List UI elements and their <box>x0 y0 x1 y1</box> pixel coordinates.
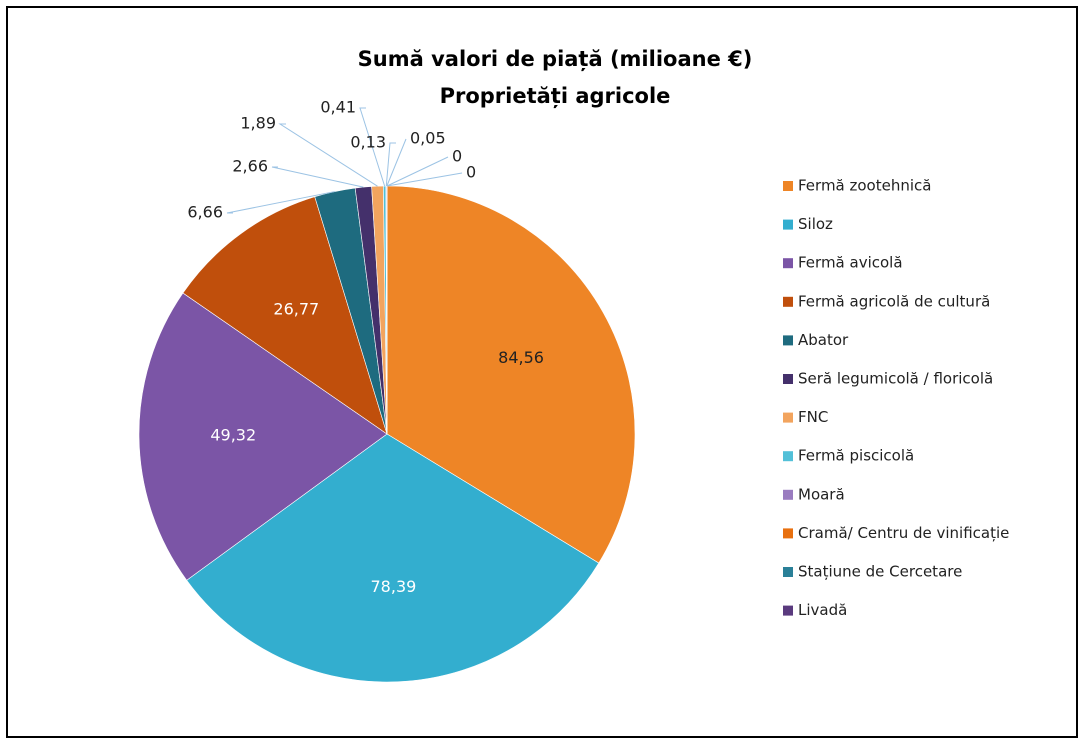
chart-title: Sumă valori de piață (milioane €) <box>358 47 753 72</box>
leader-line <box>226 191 335 214</box>
legend-swatch <box>783 451 793 462</box>
leader-line <box>271 166 364 188</box>
pie-slice <box>386 185 636 564</box>
legend-label: Siloz <box>798 215 833 233</box>
pie-slice <box>138 292 388 581</box>
data-label: 0,05 <box>410 129 446 148</box>
data-label: 84,56 <box>498 348 544 367</box>
legend-swatch <box>783 258 793 269</box>
chart-subtitle: Proprietăți agricole <box>440 84 671 109</box>
data-label: 78,39 <box>371 577 417 596</box>
legend-label: Fermă avicolă <box>798 254 903 272</box>
legend-label: Stațiune de Cercetare <box>798 563 962 581</box>
legend-label: Fermă zootehnică <box>798 177 931 195</box>
leader-line <box>278 123 378 187</box>
legend-label: Moară <box>798 485 845 503</box>
leader-line <box>359 107 386 187</box>
legend-label: FNC <box>798 408 828 426</box>
legend-swatch <box>783 219 793 230</box>
leader-line <box>386 138 407 187</box>
data-label: 2,66 <box>232 157 268 176</box>
legend-swatch <box>783 605 793 616</box>
pie-slice <box>182 196 388 435</box>
leader-line <box>385 142 396 187</box>
legend-swatch <box>783 489 793 500</box>
data-label: 0,41 <box>320 98 356 117</box>
legend-swatch <box>783 181 793 191</box>
data-label: 0 <box>466 163 476 182</box>
leader-line <box>386 172 463 187</box>
legend-label: Livadă <box>798 601 847 619</box>
legend-swatch <box>783 567 793 577</box>
data-label: 26,77 <box>273 299 319 318</box>
data-label: 6,66 <box>187 203 223 222</box>
legend-label: Cramă/ Centru de vinificație <box>798 524 1009 542</box>
legend-label: Fermă agricolă de cultură <box>798 292 990 310</box>
legend-swatch <box>783 335 793 346</box>
data-label: 0,13 <box>350 133 386 152</box>
legend-swatch <box>783 412 793 423</box>
data-label: 1,89 <box>240 114 276 133</box>
data-label: 0 <box>452 147 462 166</box>
pie-slice <box>186 433 600 683</box>
legend-label: Seră legumicolă / floricolă <box>798 370 993 388</box>
legend-swatch <box>783 528 793 539</box>
leader-line <box>386 156 449 187</box>
legend-label: Abator <box>798 331 849 349</box>
data-label: 49,32 <box>210 426 256 445</box>
legend-swatch <box>783 374 793 384</box>
legend-swatch <box>783 296 793 307</box>
legend-label: Fermă piscicolă <box>798 447 914 465</box>
